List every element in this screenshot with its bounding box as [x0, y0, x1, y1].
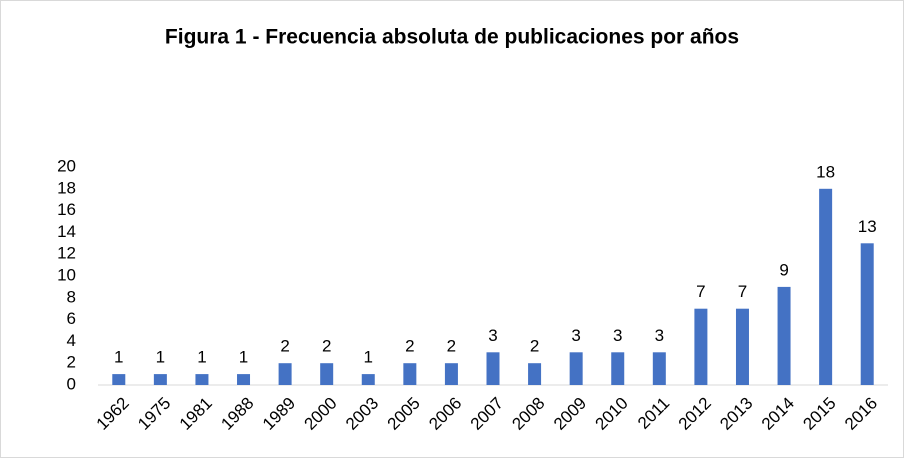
data-label: 2	[530, 337, 539, 356]
data-label: 2	[447, 337, 456, 356]
y-tick-label: 8	[67, 287, 76, 306]
data-label: 7	[738, 282, 747, 301]
data-label: 3	[655, 326, 664, 345]
bar	[611, 352, 625, 385]
data-label: 1	[364, 348, 373, 367]
bar	[237, 374, 251, 385]
data-label: 1	[114, 348, 123, 367]
y-tick-label: 6	[67, 309, 76, 328]
y-tick-label: 0	[67, 374, 76, 393]
data-label: 18	[816, 162, 835, 181]
bar	[777, 286, 791, 385]
bar	[652, 352, 666, 385]
y-tick-label: 2	[67, 353, 76, 372]
bar	[278, 363, 292, 385]
bar	[320, 363, 334, 385]
chart-title: Figura 1 - Frecuencia absoluta de public…	[165, 26, 739, 49]
data-label: 2	[280, 337, 289, 356]
y-tick-label: 20	[57, 156, 76, 175]
y-tick-label: 4	[67, 331, 76, 350]
data-label: 1	[197, 348, 206, 367]
data-label: 3	[488, 326, 497, 345]
y-tick-label: 18	[57, 178, 76, 197]
data-label: 3	[613, 326, 622, 345]
data-label: 9	[779, 260, 788, 279]
bar	[361, 374, 375, 385]
data-label: 3	[571, 326, 580, 345]
bar	[569, 352, 583, 385]
y-tick-label: 16	[57, 200, 76, 219]
bar	[486, 352, 500, 385]
data-label: 2	[322, 337, 331, 356]
bar	[528, 363, 542, 385]
data-label: 7	[696, 282, 705, 301]
bar	[694, 308, 708, 385]
data-label: 1	[156, 348, 165, 367]
bar	[195, 374, 209, 385]
y-tick-label: 10	[57, 265, 76, 284]
bar	[112, 374, 126, 385]
data-label: 2	[405, 337, 414, 356]
data-label: 13	[858, 217, 877, 236]
bar	[153, 374, 167, 385]
bar	[860, 243, 874, 385]
data-label: 1	[239, 348, 248, 367]
y-tick-label: 12	[57, 244, 76, 263]
bar	[444, 363, 458, 385]
y-tick-label: 14	[57, 222, 76, 241]
bar	[735, 308, 749, 385]
bar	[819, 188, 833, 385]
bar	[403, 363, 417, 385]
